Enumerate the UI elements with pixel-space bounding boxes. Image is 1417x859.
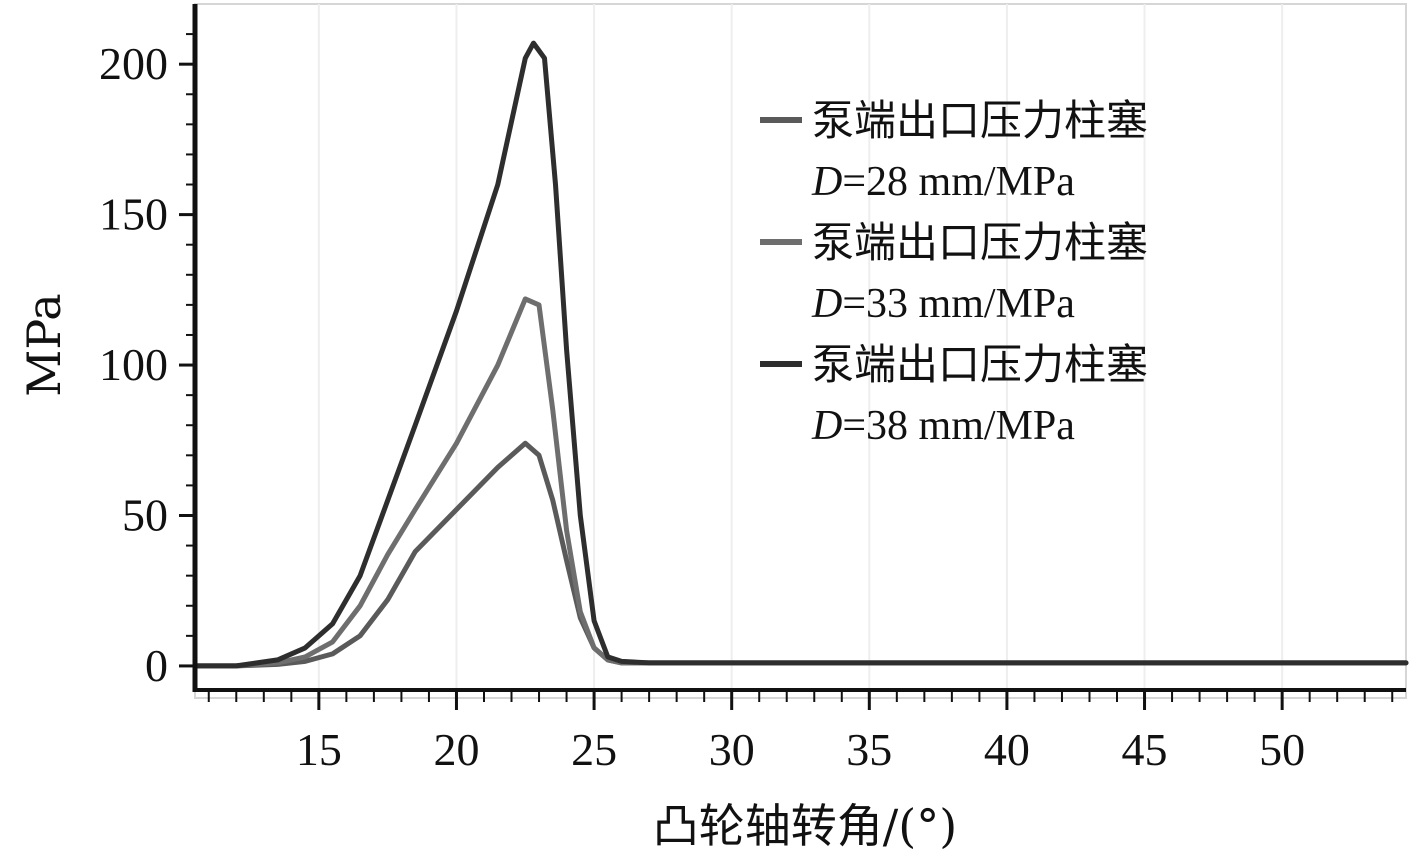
x-tick-label: 20 xyxy=(433,724,479,775)
x-ticks xyxy=(207,690,1394,710)
x-tick-label: 25 xyxy=(571,724,617,775)
legend-sublabel-3: D=38 mm/MPa xyxy=(811,403,1075,449)
legend-sublabel-2: D=33 mm/MPa xyxy=(811,281,1075,327)
legend-label-3: 泵端出口压力柱塞 xyxy=(812,340,1148,389)
legend-variable-2: D xyxy=(811,281,842,327)
y-tick-labels: 0 50 100 150 200 xyxy=(99,38,168,691)
y-tick-label: 200 xyxy=(99,38,168,89)
legend-label-1: 泵端出口压力柱塞 xyxy=(812,96,1148,145)
x-tick-label: 50 xyxy=(1259,724,1305,775)
plot-frame xyxy=(194,3,1407,699)
series-line-1 xyxy=(192,440,1409,669)
x-axis-title: 凸轮轴转角/(°) xyxy=(653,799,957,853)
series-line-3 xyxy=(192,40,1409,669)
legend-variable-1: D xyxy=(811,159,842,205)
x-tick-label: 15 xyxy=(296,724,342,775)
legend-value-1: =28 mm/MPa xyxy=(842,159,1075,205)
y-tick-label: 50 xyxy=(122,489,168,540)
legend-variable-3: D xyxy=(811,403,842,449)
legend-sublabel-1: D=28 mm/MPa xyxy=(811,159,1075,205)
legend-label-2: 泵端出口压力柱塞 xyxy=(812,218,1148,267)
y-tick-label: 100 xyxy=(99,339,168,390)
y-tick-label: 0 xyxy=(145,640,168,691)
x-tick-label: 30 xyxy=(709,724,755,775)
x-tick-label: 45 xyxy=(1122,724,1168,775)
legend-value-2: =33 mm/MPa xyxy=(842,281,1075,327)
vertical-guides xyxy=(317,4,1284,690)
x-tick-labels: 15 20 25 30 35 40 45 50 xyxy=(296,724,1305,775)
y-tick-label: 150 xyxy=(99,189,168,240)
series-group xyxy=(192,40,1409,669)
x-tick-label: 35 xyxy=(846,724,892,775)
x-tick-label: 40 xyxy=(984,724,1030,775)
legend-value-3: =38 mm/MPa xyxy=(842,403,1075,449)
y-ticks xyxy=(179,33,195,668)
y-axis-title: MPa xyxy=(17,293,71,396)
